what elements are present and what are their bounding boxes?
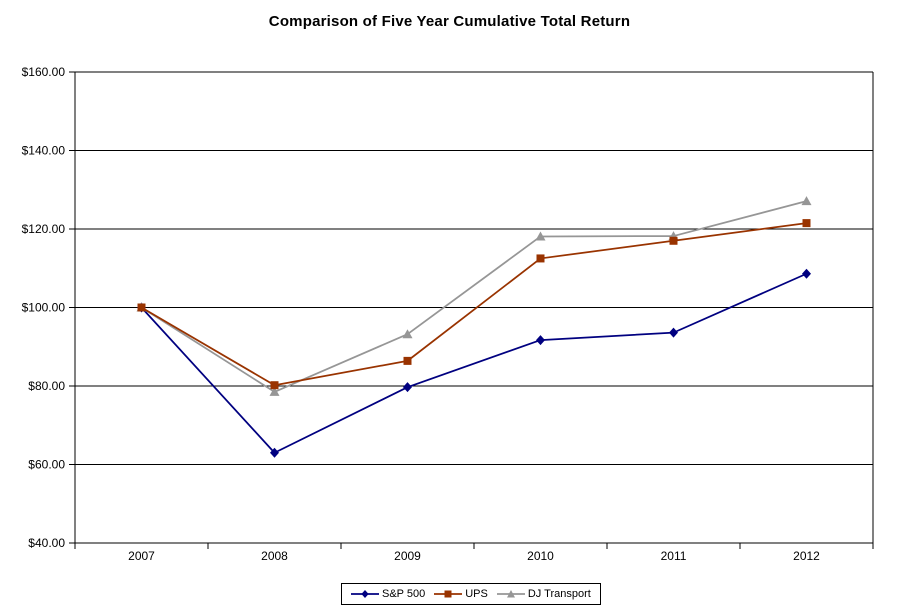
data-point-marker-ups-2007 [137,303,146,312]
y-axis-tick-label: $120.00 [22,222,66,236]
legend-marker-square-icon [434,590,463,598]
legend-item-ups: UPS [434,588,488,600]
legend-marker-shape [506,590,515,598]
y-axis-tick-label: $140.00 [22,144,66,158]
y-axis-tick-label: $160.00 [22,65,66,79]
data-point-marker-ups-2008 [270,381,279,390]
legend-marker-diamond-icon [351,590,379,598]
series-line-dj-transport [141,200,807,393]
legend-marker-shape [444,590,452,598]
y-axis-tick-label: $60.00 [28,458,65,472]
data-point-marker-ups-2009 [403,356,412,365]
data-point-marker-dj-transport-2010 [535,231,546,241]
series-line-s-p-500 [140,272,807,454]
data-point-marker-s-p-500-2008 [270,447,279,458]
data-point-marker-ups-2012 [802,219,811,228]
data-point-marker-s-p-500-2011 [669,327,678,338]
y-axis-tick-label: $100.00 [22,301,66,315]
y-axis-tick-label: $40.00 [28,536,65,550]
data-point-marker-s-p-500-2010 [536,335,545,346]
x-axis-tick-label: 2011 [661,549,687,563]
x-axis-tick-label: 2008 [261,549,288,563]
legend: S&P 500 UPS DJ Transport [341,583,601,605]
data-point-marker-dj-transport-2008 [269,386,280,396]
data-point-marker-ups-2010 [536,254,545,263]
x-axis-tick-label: 2007 [128,549,155,563]
legend-item-label: UPS [465,588,488,600]
x-axis-tick-label: 2010 [527,549,554,563]
legend-item-label: S&P 500 [382,588,426,600]
series-line-ups [141,222,807,387]
legend-item-s-p-500: S&P 500 [351,588,425,600]
data-point-marker-ups-2011 [669,236,678,245]
x-axis-tick-label: 2012 [793,549,820,563]
data-point-marker-dj-transport-2012 [801,196,812,206]
data-point-marker-s-p-500-2012 [802,268,811,279]
x-axis-tick-label: 2009 [394,549,421,563]
data-point-marker-dj-transport-2009 [402,329,413,339]
chart-title: Comparison of Five Year Cumulative Total… [268,13,631,30]
legend-marker-triangle-icon [496,590,525,598]
legend-item-dj-transport: DJ Transport [496,588,591,600]
legend-marker-shape [361,590,369,598]
legend-item-label: DJ Transport [527,588,591,600]
y-axis-tick-label: $80.00 [28,379,65,393]
data-point-marker-s-p-500-2009 [403,382,412,393]
